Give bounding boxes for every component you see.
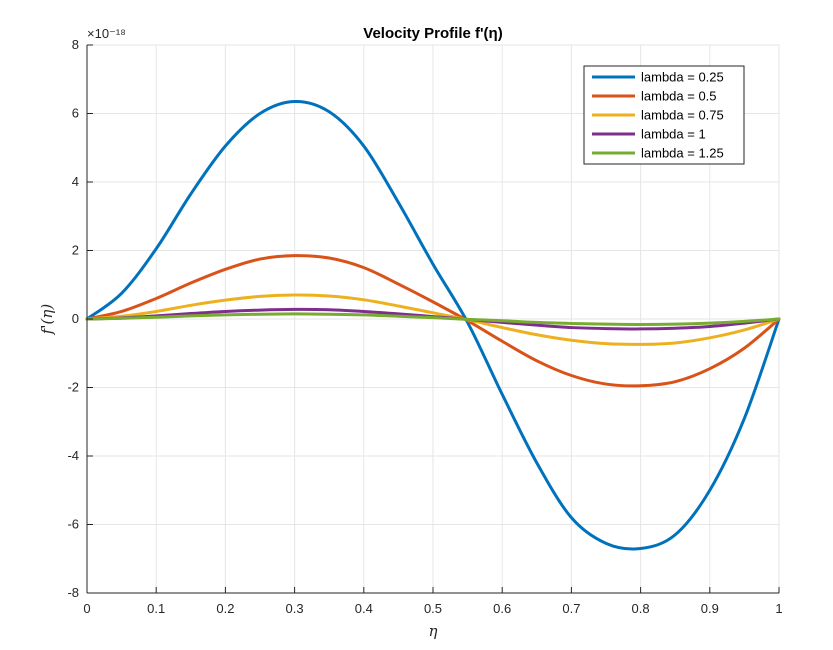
y-tick-label-5: 2 bbox=[72, 243, 79, 258]
legend-item-1: lambda = 0.25 bbox=[592, 70, 724, 85]
legend-item-2: lambda = 0.5 bbox=[592, 89, 717, 104]
x-tick-label-7: 0.7 bbox=[562, 601, 580, 616]
y-tick-label-8: 8 bbox=[72, 37, 79, 52]
x-tick-label-4: 0.4 bbox=[355, 601, 373, 616]
y-tick-label-2: -4 bbox=[67, 448, 79, 463]
legend: lambda = 0.25 lambda = 0.5 lambda = 0.75 la… bbox=[583, 65, 745, 165]
x-tick-label-1: 0.1 bbox=[147, 601, 165, 616]
x-tick-label-10: 1 bbox=[775, 601, 782, 616]
y-tick-label-3: -2 bbox=[67, 380, 79, 395]
tick-labels: 0 0.1 0.2 0.3 0.4 0.5 0.6 0.7 0.8 0.9 1 -8 -6 -4 -2 0 2 4… bbox=[67, 37, 782, 616]
legend-item-5: lambda = 1.25 bbox=[592, 146, 724, 161]
x-tick-label-2: 0.2 bbox=[216, 601, 234, 616]
y-tick-label-0: -8 bbox=[67, 585, 79, 600]
x-tick-label-5: 0.5 bbox=[424, 601, 442, 616]
y-exponent-label: ×10⁻¹⁸ bbox=[87, 26, 126, 41]
x-tick-label-9: 0.9 bbox=[701, 601, 719, 616]
legend-label-3: lambda = 0.75 bbox=[641, 108, 724, 123]
series-line-3 bbox=[85, 293, 781, 346]
y-tick-label-1: -6 bbox=[67, 517, 79, 532]
legend-item-3: lambda = 0.75 bbox=[592, 108, 724, 123]
axes bbox=[86, 44, 780, 594]
x-tick-label-0: 0 bbox=[83, 601, 90, 616]
chart-title: Velocity Profile f'(η) bbox=[363, 25, 502, 42]
series-layer bbox=[85, 100, 781, 551]
legend-item-4: lambda = 1 bbox=[592, 127, 706, 142]
x-axis-label: η bbox=[429, 622, 438, 640]
legend-label-4: lambda = 1 bbox=[641, 127, 706, 142]
y-tick-label-7: 6 bbox=[72, 106, 79, 121]
series-line-5 bbox=[85, 312, 781, 326]
legend-label-2: lambda = 0.5 bbox=[641, 89, 717, 104]
legend-items: lambda = 0.25 lambda = 0.5 lambda = 0.75 la… bbox=[592, 70, 724, 161]
x-tick-label-6: 0.6 bbox=[493, 601, 511, 616]
legend-label-5: lambda = 1.25 bbox=[641, 146, 724, 161]
x-tick-label-3: 0.3 bbox=[286, 601, 304, 616]
y-axis-label: f'(η) bbox=[38, 304, 56, 336]
series-line-1 bbox=[85, 100, 781, 551]
series-line-2 bbox=[85, 254, 781, 388]
legend-label-1: lambda = 0.25 bbox=[641, 70, 724, 85]
y-tick-label-4: 0 bbox=[72, 311, 79, 326]
y-tick-label-6: 4 bbox=[72, 174, 79, 189]
x-tick-label-8: 0.8 bbox=[632, 601, 650, 616]
